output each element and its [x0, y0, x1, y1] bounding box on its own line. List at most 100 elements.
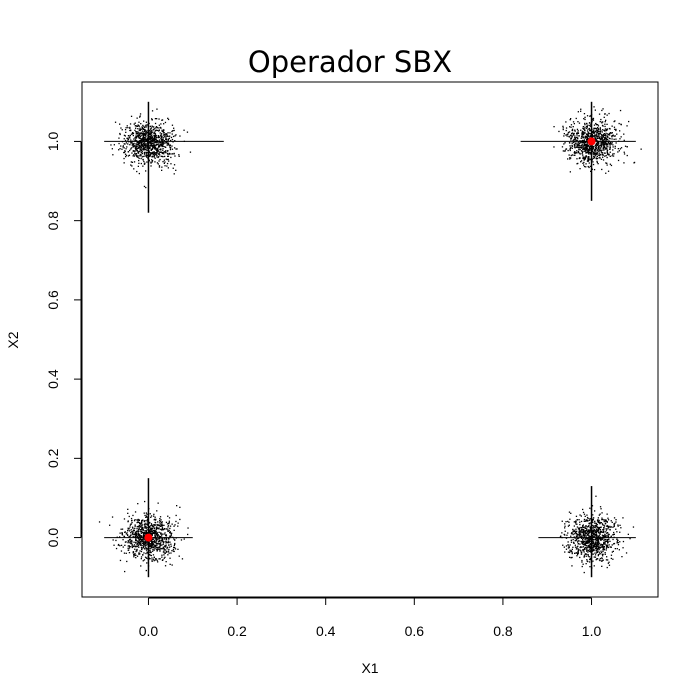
offspring-point: [143, 120, 145, 122]
offspring-point: [138, 142, 141, 144]
offspring-point: [157, 548, 159, 550]
offspring-point: [582, 162, 584, 164]
offspring-point: [154, 122, 157, 125]
offspring-point: [606, 525, 608, 527]
offspring-point: [588, 540, 591, 543]
offspring-point: [608, 133, 611, 135]
offspring-point: [576, 136, 578, 138]
offspring-point: [604, 141, 607, 143]
offspring-point: [585, 148, 587, 150]
offspring-point: [582, 148, 584, 151]
offspring-point: [161, 523, 163, 525]
offspring-point: [586, 151, 589, 153]
offspring-point: [126, 137, 128, 139]
offspring-point: [161, 166, 163, 168]
offspring-point: [170, 552, 172, 554]
offspring-point: [121, 533, 123, 535]
offspring-point: [606, 164, 608, 166]
offspring-point: [144, 148, 146, 151]
offspring-point: [599, 544, 601, 546]
offspring-point: [141, 130, 144, 132]
offspring-point: [574, 129, 576, 131]
offspring-point: [134, 147, 136, 149]
offspring-point: [587, 157, 589, 159]
offspring-point: [133, 145, 135, 148]
offspring-point: [562, 128, 564, 131]
offspring-point: [133, 529, 135, 532]
offspring-point: [143, 130, 146, 132]
offspring-point: [588, 153, 590, 155]
offspring-point: [598, 538, 600, 540]
offspring-point: [145, 530, 147, 532]
offspring-point: [153, 139, 156, 141]
offspring-point: [140, 525, 142, 528]
offspring-point: [603, 149, 605, 151]
offspring-point: [143, 520, 145, 523]
offspring-point: [569, 126, 571, 128]
offspring-point: [143, 545, 145, 547]
offspring-point: [612, 149, 614, 151]
offspring-point: [119, 545, 121, 547]
offspring-point: [633, 161, 636, 164]
offspring-point: [158, 155, 160, 158]
offspring-point: [586, 514, 588, 516]
offspring-point: [160, 134, 162, 136]
offspring-point: [584, 546, 586, 549]
offspring-point: [599, 147, 601, 149]
offspring-point: [569, 556, 571, 558]
offspring-point: [155, 149, 157, 151]
offspring-point: [597, 536, 599, 538]
offspring-point: [127, 137, 129, 139]
offspring-point: [143, 543, 145, 545]
offspring-point: [598, 133, 600, 135]
offspring-point: [581, 135, 583, 137]
offspring-point: [602, 529, 604, 531]
offspring-point: [162, 149, 164, 151]
offspring-point: [606, 524, 608, 527]
offspring-point: [160, 137, 162, 140]
offspring-point: [136, 528, 138, 530]
offspring-point: [588, 157, 590, 159]
offspring-point: [137, 540, 139, 542]
offspring-point: [594, 520, 596, 522]
offspring-point: [155, 531, 158, 533]
offspring-point: [151, 525, 154, 527]
offspring-point: [593, 534, 595, 536]
offspring-point: [167, 542, 170, 544]
offspring-point: [619, 524, 621, 526]
offspring-point: [143, 134, 145, 136]
offspring-point: [570, 541, 573, 543]
offspring-point: [142, 560, 144, 562]
offspring-point: [613, 533, 615, 535]
offspring-point: [135, 539, 137, 541]
offspring-point: [153, 126, 155, 128]
offspring-point: [581, 542, 583, 545]
offspring-point: [142, 127, 144, 130]
offspring-point: [143, 151, 146, 154]
offspring-point: [577, 540, 579, 542]
offspring-point: [136, 530, 138, 532]
offspring-point: [130, 523, 132, 525]
offspring-point: [151, 118, 153, 120]
offspring-point: [154, 118, 157, 120]
offspring-point: [149, 144, 152, 146]
offspring-point: [587, 128, 589, 130]
offspring-point: [156, 549, 158, 551]
offspring-point: [140, 558, 142, 560]
offspring-point: [576, 144, 579, 146]
offspring-point: [574, 537, 576, 539]
offspring-point: [602, 547, 604, 549]
offspring-point: [140, 132, 142, 134]
offspring-point: [587, 149, 589, 151]
offspring-point: [594, 144, 596, 147]
offspring-point: [141, 521, 143, 523]
offspring-point: [156, 148, 158, 150]
offspring-point: [617, 544, 620, 546]
offspring-point: [167, 158, 169, 160]
offspring-point: [605, 528, 607, 530]
offspring-point: [140, 162, 142, 165]
offspring-point: [126, 534, 129, 536]
offspring-point: [609, 151, 611, 153]
offspring-point: [167, 155, 169, 157]
offspring-point: [581, 151, 584, 153]
